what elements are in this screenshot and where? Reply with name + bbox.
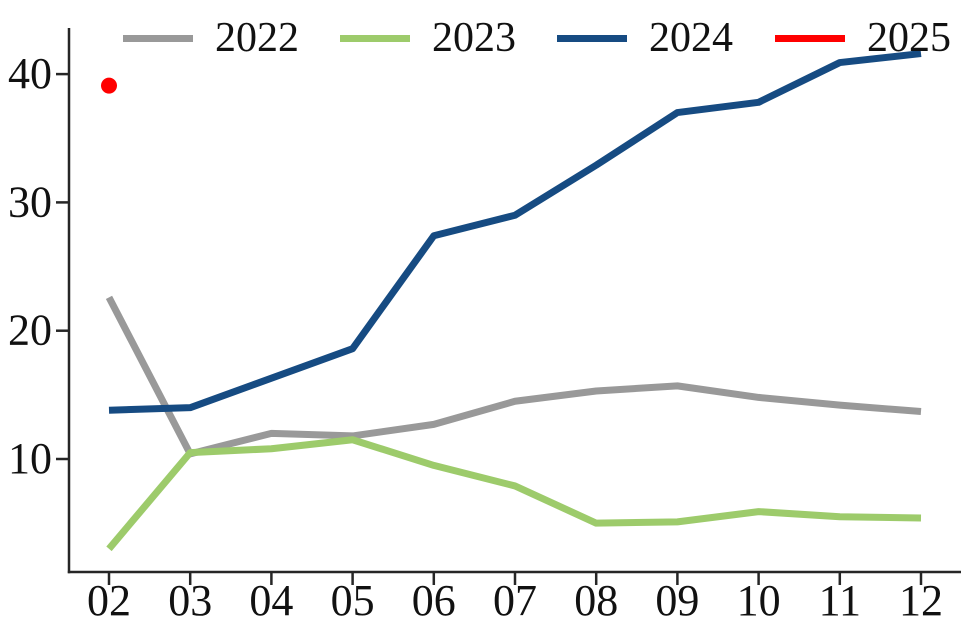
x-tick-label: 11	[819, 576, 861, 625]
series-line-2022	[105, 295, 922, 458]
y-tick-label: 40	[8, 49, 52, 98]
y-tick-label: 30	[8, 177, 52, 226]
x-tick-label: 09	[655, 576, 699, 625]
x-tick-label: 07	[493, 576, 537, 625]
y-tick-label: 20	[8, 306, 52, 355]
series-line-2023	[106, 436, 922, 552]
x-tick-label: 10	[737, 576, 781, 625]
data-point-2025	[101, 77, 117, 94]
y-tick-label: 10	[8, 434, 52, 483]
x-tick-label: 04	[249, 576, 293, 625]
series-line-2024	[108, 50, 922, 414]
x-tick-label: 05	[331, 576, 375, 625]
x-tick-label: 06	[412, 576, 456, 625]
x-tick-label: 08	[574, 576, 618, 625]
x-tick-label: 03	[168, 576, 212, 625]
x-tick-label: 02	[87, 576, 131, 625]
x-tick-label: 12	[899, 576, 943, 625]
